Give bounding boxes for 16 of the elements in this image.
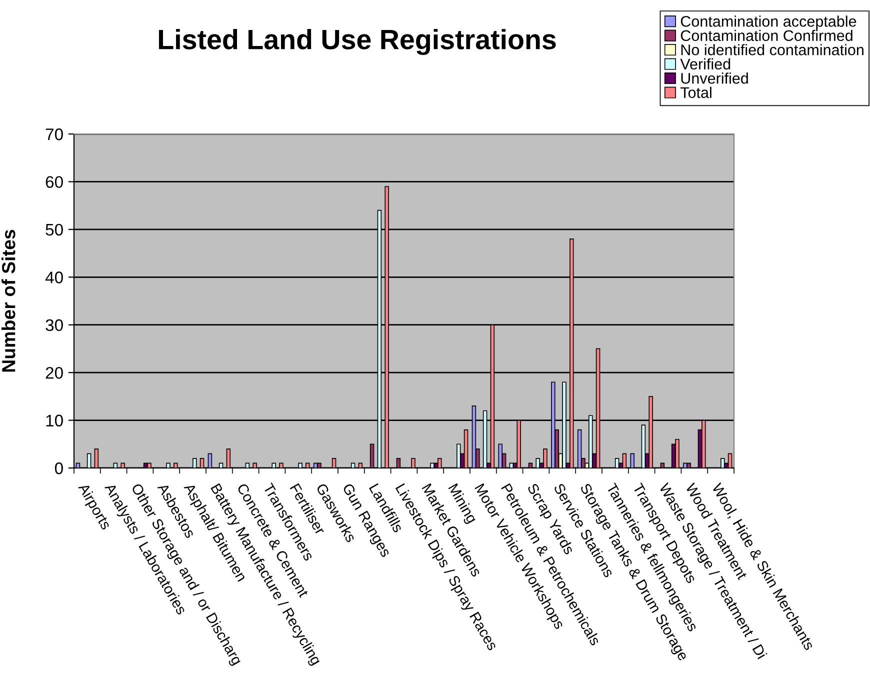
y-tick-label: 20	[46, 366, 63, 379]
y-axis-title: Number of Sites	[2, 230, 16, 372]
legend-label: Verified	[680, 58, 730, 70]
chart-title: Listed Land Use Registrations	[158, 28, 556, 56]
legend-label: No identified contamination	[681, 44, 864, 56]
legend-label: Contamination acceptable	[680, 16, 856, 30]
y-tick-label: 60	[46, 176, 63, 188]
y-tick-label: 40	[45, 272, 63, 284]
y-tick-label: 50	[46, 224, 63, 236]
y-tick-label: 0	[54, 462, 63, 474]
legend-label: Unverified	[681, 72, 748, 84]
y-tick-label: 30	[46, 319, 63, 332]
legend-label: Total	[680, 86, 712, 98]
legend-label: Contamination Confirmed	[680, 30, 852, 42]
y-tick-label: 10	[46, 414, 63, 426]
y-tick-label: 70	[46, 128, 63, 140]
